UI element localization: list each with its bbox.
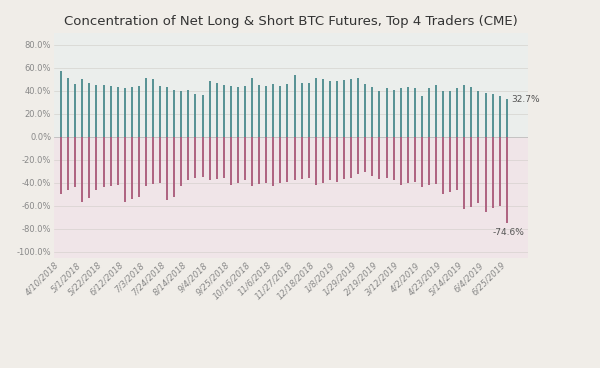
Text: 32.7%: 32.7%	[512, 95, 541, 103]
Bar	[54, 33, 528, 137]
Bar	[54, 137, 528, 258]
Title: Concentration of Net Long & Short BTC Futures, Top 4 Traders (CME): Concentration of Net Long & Short BTC Fu…	[64, 15, 518, 28]
Text: -74.6%: -74.6%	[492, 229, 524, 237]
